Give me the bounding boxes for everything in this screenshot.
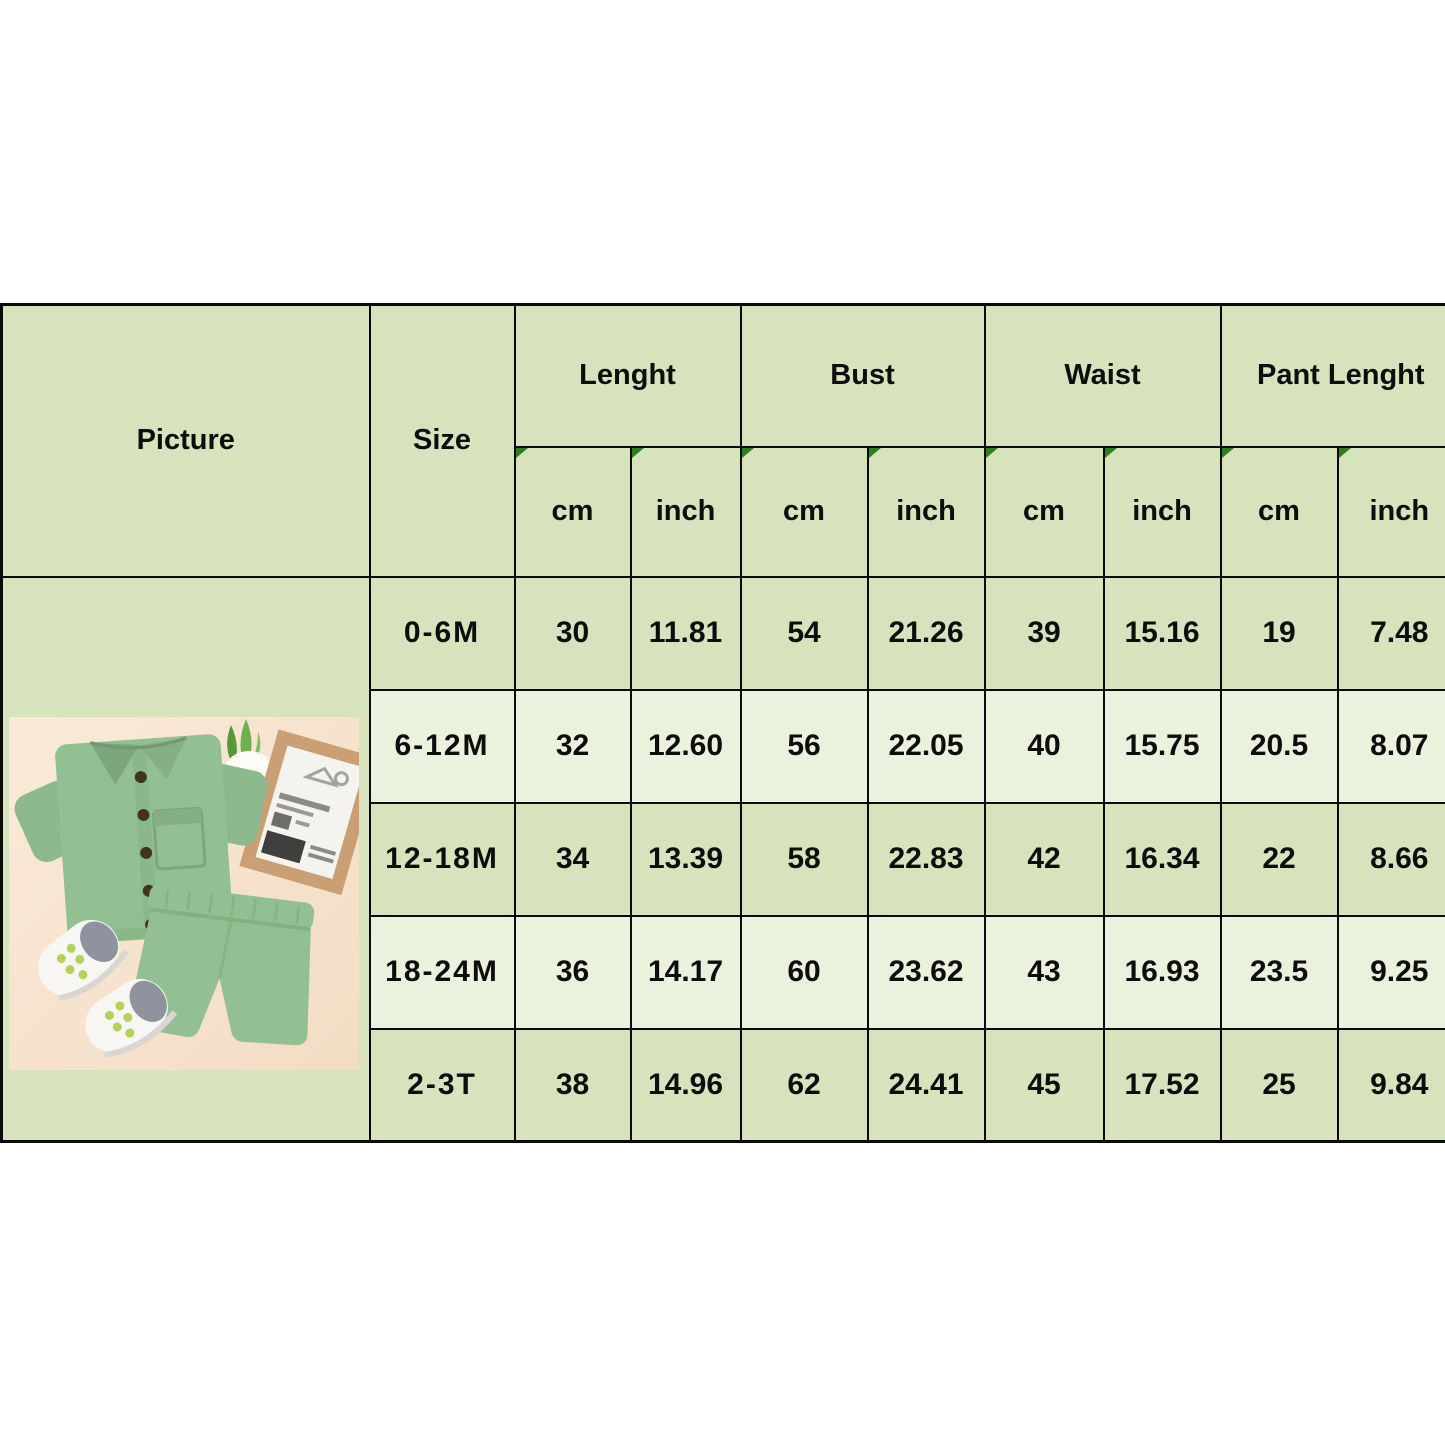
cell-waist-cm: 39 [983, 575, 1105, 691]
cell-pant-inch: 8.66 [1336, 801, 1445, 917]
cell-pant-cm: 19 [1219, 575, 1339, 691]
row-size-label: 18-24M [368, 914, 516, 1030]
shoes-graphic [37, 920, 178, 1059]
cell-bust-inch: 22.83 [866, 801, 986, 917]
cell-length-inch: 13.39 [629, 801, 742, 917]
size-column-header: Size [368, 303, 516, 578]
cell-length-cm: 32 [513, 688, 632, 804]
cell-bust-cm: 58 [739, 801, 869, 917]
cell-pant-cm: 25 [1219, 1027, 1339, 1143]
cell-bust-inch: 24.41 [866, 1027, 986, 1143]
table-row: 0-6M 30 11.81 54 21.26 39 15.16 19 7.48 [0, 575, 1445, 1143]
group-header-bust: Bust [739, 303, 986, 448]
cell-waist-inch: 15.75 [1102, 688, 1222, 804]
cell-length-inch: 11.81 [629, 575, 742, 691]
row-size-label: 6-12M [368, 688, 516, 804]
cell-waist-cm: 45 [983, 1027, 1105, 1143]
cell-waist-inch: 16.34 [1102, 801, 1222, 917]
cell-pant-cm: 20.5 [1219, 688, 1339, 804]
cell-length-cm: 34 [513, 801, 632, 917]
group-header-waist: Waist [983, 303, 1222, 448]
size-chart-table: Picture Size Lenght Bust Waist Pant Leng… [0, 303, 1445, 1151]
picture-column-header: Picture [0, 303, 371, 578]
cell-waist-cm: 40 [983, 688, 1105, 804]
cell-pant-cm: 22 [1219, 801, 1339, 917]
cell-length-inch: 12.60 [629, 688, 742, 804]
cell-bust-cm: 54 [739, 575, 869, 691]
cell-pant-inch: 7.48 [1336, 575, 1445, 691]
cell-bust-inch: 21.26 [866, 575, 986, 691]
cell-length-cm: 30 [513, 575, 632, 691]
table-row: 18-24M 36 14.17 60 23.62 43 16.93 23.5 9… [2, 914, 1445, 1030]
row-size-label: 2-3T [368, 1027, 516, 1143]
cell-bust-inch: 22.05 [866, 688, 986, 804]
cell-waist-inch: 16.93 [1102, 914, 1222, 1030]
size-chart-grid: Picture Size Lenght Bust Waist Pant Leng… [0, 303, 1445, 1143]
unit-header-pant-inch: inch [1336, 445, 1445, 578]
unit-header-pant-cm: cm [1219, 445, 1339, 578]
photo-frame-graphic [239, 729, 359, 896]
cell-waist-cm: 42 [983, 801, 1105, 917]
group-header-pant-length: Pant Lenght [1219, 303, 1445, 448]
unit-header-length-inch: inch [629, 445, 742, 578]
table-row: 6-12M 32 12.60 56 22.05 40 15.75 20.5 8.… [2, 688, 1445, 804]
cell-length-cm: 36 [513, 914, 632, 1030]
unit-header-waist-inch: inch [1102, 445, 1222, 578]
cell-bust-inch: 23.62 [866, 914, 986, 1030]
cell-length-cm: 38 [513, 1027, 632, 1143]
cell-bust-cm: 60 [739, 914, 869, 1030]
unit-header-waist-cm: cm [983, 445, 1105, 578]
group-header-length: Lenght [513, 303, 742, 448]
row-size-label: 12-18M [368, 801, 516, 917]
cell-length-inch: 14.17 [629, 914, 742, 1030]
table-row: 2-3T 38 14.96 62 24.41 45 17.52 25 9.84 [2, 1027, 1445, 1143]
table-row: 12-18M 34 13.39 58 22.83 42 16.34 22 8.6… [2, 801, 1445, 917]
unit-header-length-cm: cm [513, 445, 632, 578]
cell-length-inch: 14.96 [629, 1027, 742, 1143]
cell-pant-inch: 9.25 [1336, 914, 1445, 1030]
cell-waist-cm: 43 [983, 914, 1105, 1030]
cell-pant-cm: 23.5 [1219, 914, 1339, 1030]
cell-pant-inch: 8.07 [1336, 688, 1445, 804]
unit-header-bust-cm: cm [739, 445, 869, 578]
product-photo [9, 717, 359, 1071]
row-size-label: 0-6M [368, 575, 516, 691]
product-photo-cell [0, 575, 371, 1143]
cell-bust-cm: 56 [739, 688, 869, 804]
cell-pant-inch: 9.84 [1336, 1027, 1445, 1143]
cell-waist-inch: 15.16 [1102, 575, 1222, 691]
shorts-graphic [128, 884, 315, 1046]
unit-header-bust-inch: inch [866, 445, 986, 578]
cell-waist-inch: 17.52 [1102, 1027, 1222, 1143]
cell-bust-cm: 62 [739, 1027, 869, 1143]
